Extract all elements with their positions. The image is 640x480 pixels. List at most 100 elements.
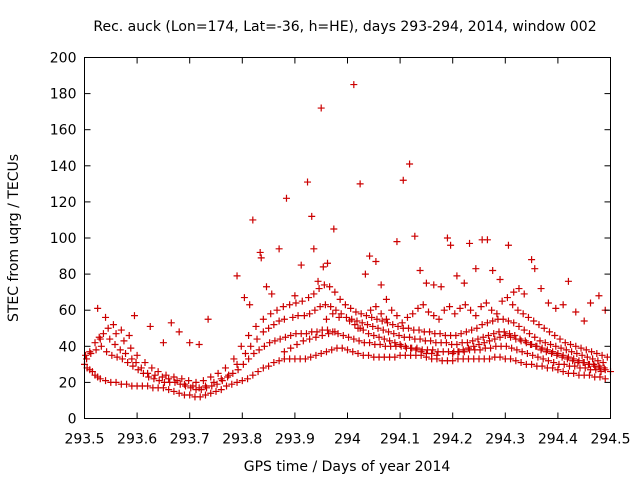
data-point-plus [401, 342, 409, 350]
data-point-plus [484, 331, 492, 339]
data-point-plus [133, 351, 141, 359]
data-point-plus [241, 350, 249, 358]
data-point-plus [390, 330, 398, 338]
data-point-plus [577, 344, 585, 352]
data-point-plus [260, 342, 268, 350]
data-point-plus [365, 330, 373, 338]
data-point-plus [229, 369, 237, 377]
data-point-plus [247, 342, 255, 350]
data-point-plus [513, 346, 521, 354]
data-point-plus [594, 357, 602, 365]
data-point-plus [489, 266, 497, 274]
data-point-plus [281, 333, 289, 341]
data-point-plus [158, 373, 166, 381]
data-point-plus [335, 313, 343, 321]
data-point-plus [365, 351, 373, 359]
x-tick-label: 293.7 [170, 432, 210, 448]
data-point-plus [383, 319, 391, 327]
y-tick-label: 160 [50, 123, 77, 139]
data-point-plus [137, 364, 145, 372]
data-point-plus [375, 333, 383, 341]
data-point-plus [524, 313, 532, 321]
data-point-plus [591, 362, 599, 370]
data-point-plus [322, 315, 330, 323]
data-point-plus [486, 355, 494, 363]
data-point-plus [367, 306, 375, 314]
data-point-plus [467, 306, 475, 314]
data-point-plus [515, 285, 523, 293]
data-point-plus [428, 350, 436, 358]
data-point-plus [558, 353, 566, 361]
data-point-plus [389, 321, 397, 329]
data-point-plus [266, 339, 274, 347]
data-point-plus [356, 180, 364, 188]
data-point-plus [267, 310, 275, 318]
data-point-plus [275, 245, 283, 253]
data-point-plus [356, 324, 364, 332]
data-point-plus [287, 344, 295, 352]
data-point-plus [496, 353, 504, 361]
data-point-plus [480, 339, 488, 347]
data-point-plus [533, 342, 541, 350]
data-point-plus [601, 375, 609, 383]
data-point-plus [314, 277, 322, 285]
data-point-plus [547, 340, 555, 348]
data-point-plus [165, 375, 173, 383]
data-point-plus [275, 317, 283, 325]
data-point-plus [246, 301, 254, 309]
data-point-plus [353, 317, 361, 325]
data-point-plus [257, 254, 265, 262]
data-point-plus [419, 301, 427, 309]
data-point-plus [230, 355, 238, 363]
data-point-plus [287, 331, 295, 339]
data-point-plus [332, 306, 340, 314]
data-point-plus [528, 256, 536, 264]
data-point-plus [271, 337, 279, 345]
data-point-plus [498, 297, 506, 305]
data-point-plus [461, 301, 469, 309]
data-point-plus [291, 292, 299, 300]
data-point-plus [517, 337, 525, 345]
data-point-plus [538, 344, 546, 352]
data-point-plus [127, 344, 135, 352]
data-point-plus [180, 380, 188, 388]
data-point-plus [117, 326, 125, 334]
data-point-plus [352, 308, 360, 316]
data-point-plus [118, 355, 126, 363]
data-point-plus [377, 281, 385, 289]
data-point-plus [134, 366, 142, 374]
data-point-plus [273, 306, 281, 314]
data-point-plus [349, 348, 357, 356]
data-point-plus [212, 387, 220, 395]
data-point-plus [581, 364, 589, 372]
data-point-plus [170, 387, 178, 395]
data-point-plus [580, 359, 588, 367]
data-point-plus [306, 310, 314, 318]
data-point-plus [122, 350, 130, 358]
data-point-plus [259, 364, 267, 372]
data-point-plus [562, 346, 570, 354]
data-point-plus [275, 357, 283, 365]
data-point-plus [433, 351, 441, 359]
data-point-plus [192, 378, 200, 386]
data-point-plus [407, 344, 415, 352]
data-point-plus [556, 335, 564, 343]
data-point-plus [94, 304, 102, 312]
data-point-plus [426, 328, 434, 336]
data-point-plus [405, 324, 413, 332]
data-point-plus [334, 330, 342, 338]
data-point-plus [225, 371, 233, 379]
x-tick-label: 293.5 [64, 432, 104, 448]
data-point-plus [315, 285, 323, 293]
data-point-plus [435, 315, 443, 323]
data-point-plus [528, 340, 536, 348]
data-point-plus [474, 335, 482, 343]
data-point-plus [539, 355, 547, 363]
x-tick-label: 293.8 [222, 432, 262, 448]
data-point-plus [302, 330, 310, 338]
data-point-plus [476, 346, 484, 354]
data-point-plus [386, 337, 394, 345]
data-point-plus [370, 331, 378, 339]
data-point-plus [210, 378, 218, 386]
data-point-plus [535, 321, 543, 329]
